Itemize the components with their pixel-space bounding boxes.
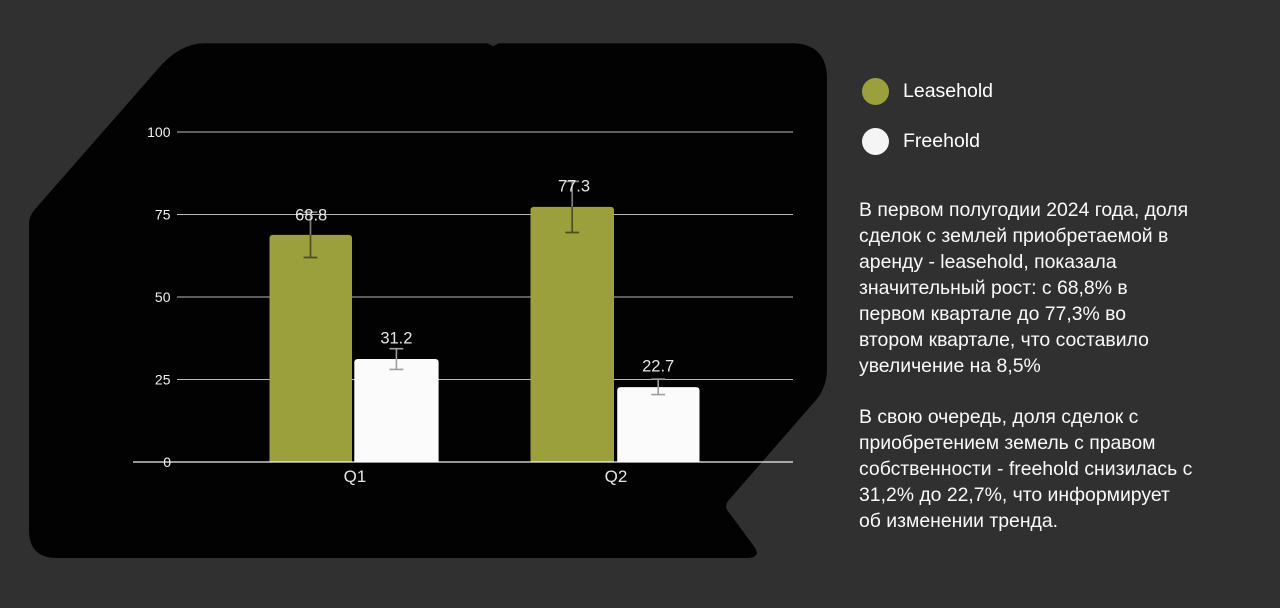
svg-text:68.8: 68.8 [295,206,327,224]
svg-text:100: 100 [147,124,171,140]
svg-text:0: 0 [163,454,171,470]
svg-text:31.2: 31.2 [380,330,412,348]
svg-text:22.7: 22.7 [642,357,674,375]
svg-text:25: 25 [155,371,171,387]
svg-text:75: 75 [155,206,171,222]
svg-text:Q2: Q2 [605,467,628,486]
svg-text:77.3: 77.3 [558,178,590,196]
svg-text:Q1: Q1 [344,467,367,486]
svg-text:50: 50 [155,289,171,305]
